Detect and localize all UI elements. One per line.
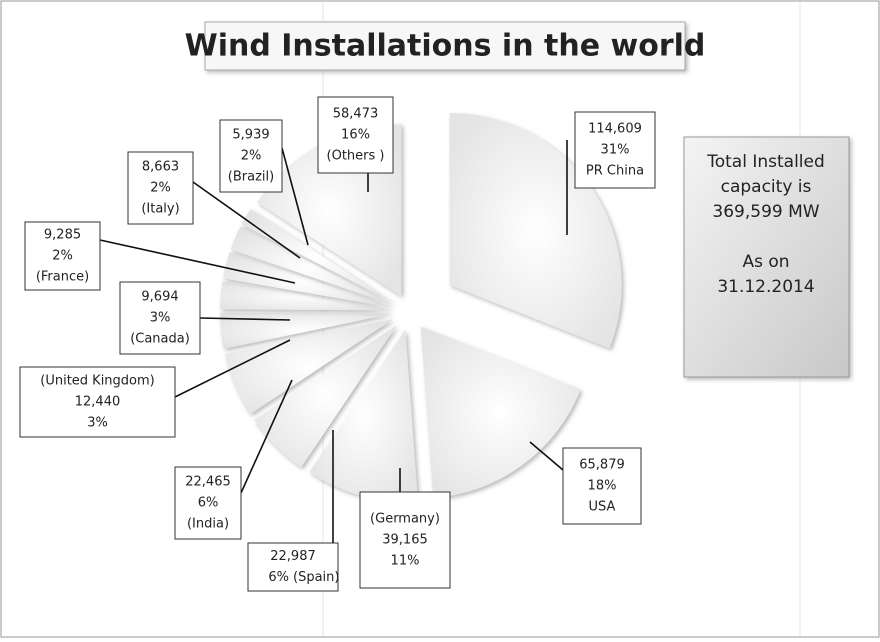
leader-line bbox=[199, 317, 291, 321]
leader-line bbox=[192, 181, 301, 259]
percent-label: 31% bbox=[601, 143, 630, 158]
leader-line bbox=[240, 379, 293, 494]
percent-label: 6% bbox=[198, 496, 219, 511]
percent-label: 6% bbox=[268, 570, 289, 585]
pie-slice bbox=[220, 281, 393, 311]
category-label: (Canada) bbox=[130, 332, 190, 347]
pie-slice bbox=[223, 252, 393, 308]
pie-slice bbox=[230, 226, 394, 305]
percent-label: 2% bbox=[52, 249, 73, 264]
label-box bbox=[24, 221, 101, 291]
label-box bbox=[127, 151, 194, 225]
value-label: 39,165 bbox=[382, 533, 428, 548]
value-label: 114,609 bbox=[588, 122, 642, 137]
value-label: 58,473 bbox=[333, 107, 379, 122]
category-label: USA bbox=[589, 500, 616, 515]
percent-label: 2% bbox=[241, 149, 262, 164]
category-label: (France) bbox=[36, 270, 89, 285]
pie-slice bbox=[309, 329, 418, 502]
label-box bbox=[562, 447, 642, 525]
leader-line bbox=[174, 339, 291, 398]
percent-label: 3% bbox=[150, 311, 171, 326]
annotation: Total Installed bbox=[706, 152, 825, 172]
category-label: (Others ) bbox=[327, 149, 385, 164]
pie-slice bbox=[225, 318, 394, 415]
leader-line bbox=[529, 441, 564, 471]
percent-label: 18% bbox=[588, 479, 617, 494]
percent-label: 2% bbox=[150, 181, 171, 196]
annotation: 31.12.2014 bbox=[717, 277, 814, 297]
value-label: 65,879 bbox=[579, 458, 625, 473]
label-box bbox=[574, 111, 656, 189]
category-label: (Brazil) bbox=[228, 170, 274, 185]
percent-label: 16% bbox=[341, 128, 370, 143]
category-label: (United Kingdom) bbox=[40, 374, 155, 389]
label-box bbox=[219, 119, 283, 193]
value-label: 5,939 bbox=[232, 128, 269, 143]
label-box bbox=[119, 281, 201, 355]
value-label: 22,987 bbox=[270, 549, 316, 564]
leader-line bbox=[99, 239, 296, 284]
value-label: 9,285 bbox=[44, 228, 81, 243]
value-label: 9,694 bbox=[141, 290, 178, 305]
pie-slice bbox=[241, 209, 395, 303]
pie-slice bbox=[254, 324, 398, 468]
percent-label: 3% bbox=[87, 416, 108, 431]
chart-title: Wind Installations in the world bbox=[185, 29, 706, 64]
pie-slice bbox=[420, 326, 581, 499]
annotation: 369,599 MW bbox=[712, 202, 819, 222]
annotation: capacity is bbox=[721, 177, 812, 197]
label-box bbox=[247, 542, 339, 592]
category-label: (India) bbox=[187, 517, 229, 532]
value-label: 22,465 bbox=[185, 475, 231, 490]
percent-label: 11% bbox=[391, 554, 420, 569]
pie-slice bbox=[220, 312, 393, 349]
label-box bbox=[317, 96, 394, 174]
category-label: PR China bbox=[586, 164, 644, 179]
title-box bbox=[204, 21, 686, 71]
total-box bbox=[683, 136, 850, 378]
category-label: (Spain) bbox=[293, 570, 339, 585]
label-box bbox=[359, 491, 451, 589]
value-label: 12,440 bbox=[75, 395, 121, 410]
label-box bbox=[19, 366, 176, 438]
category-label: (Italy) bbox=[141, 202, 179, 217]
value-label: 8,663 bbox=[142, 160, 179, 175]
leader-line bbox=[281, 147, 309, 246]
label-box bbox=[174, 466, 242, 540]
category-label: (Germany) bbox=[370, 512, 440, 527]
annotation: As on bbox=[742, 252, 789, 272]
